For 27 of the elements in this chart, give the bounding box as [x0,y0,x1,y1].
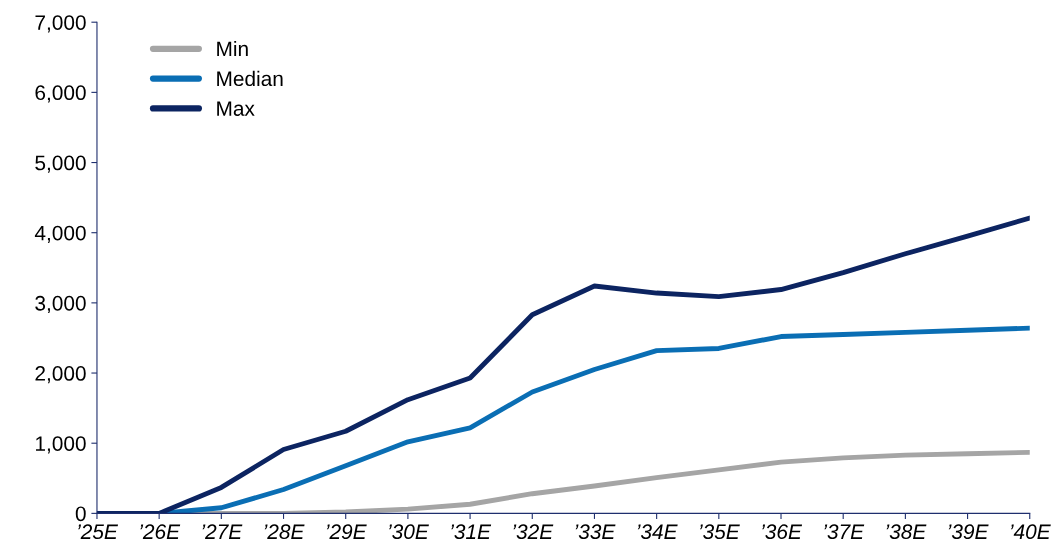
y-tick-label: 1,000 [36,436,86,454]
legend-label: Max [217,101,255,116]
x-tick-label: ’35E [699,524,740,540]
x-tick-label: ’36E [762,524,803,540]
x-tick-label: ’26E [140,524,181,540]
x-tick-label: ’39E [948,524,989,540]
x-tick-label: ’32E [513,524,554,540]
y-tick-label: 6,000 [35,85,86,103]
x-tick-label: ’38E [886,524,927,540]
x-tick-label: ’25E [78,524,119,540]
y-tick-label: 0 [75,506,86,522]
x-tick-label: ’30E [389,524,429,540]
x-tick-label: ’27E [202,524,243,539]
x-tick-label: ’28E [264,524,305,540]
legend-label: Median [217,70,283,87]
x-tick-label: ’40E [1010,524,1051,540]
x-tick-label: ’37E [824,524,865,540]
legend-label: Min [217,40,248,57]
y-tick-label: 2,000 [35,366,86,384]
x-tick-label: ’34E [637,524,678,540]
y-tick-label: 5,000 [35,155,86,173]
y-tick-label: 4,000 [34,225,86,243]
y-tick-label: 7,000 [35,15,86,33]
x-tick-label: ’33E [575,524,616,540]
x-tick-label: ’31E [451,524,492,540]
x-tick-label: ’29E [326,524,367,540]
y-tick-label: 3,000 [35,295,86,314]
